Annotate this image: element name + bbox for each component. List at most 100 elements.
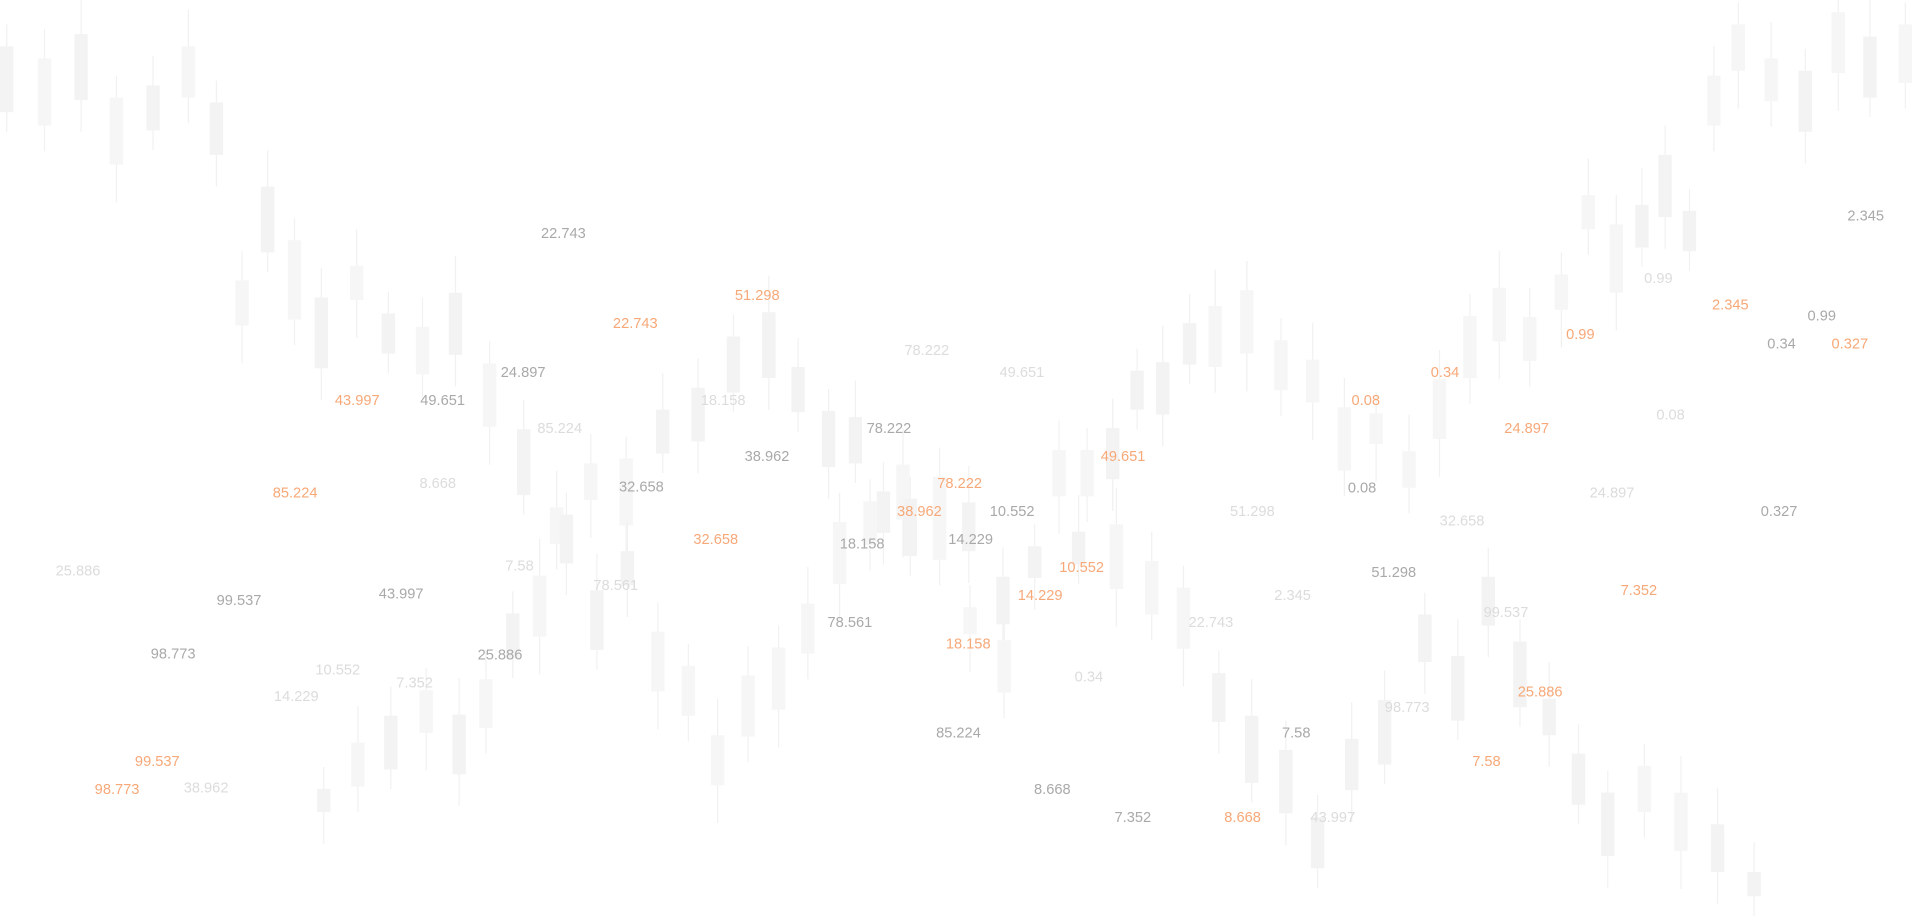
number-label: 7.58 — [505, 557, 534, 575]
number-label: 98.773 — [94, 780, 140, 798]
candlestick — [1245, 679, 1259, 803]
candle-body — [903, 498, 917, 557]
candle-body — [1274, 340, 1288, 391]
candlestick — [1658, 125, 1672, 249]
candle-body — [821, 410, 836, 468]
candle-body — [37, 58, 52, 126]
candlestick — [1274, 318, 1288, 416]
number-label: 7.352 — [1620, 581, 1658, 599]
number-label: 7.58 — [1472, 752, 1501, 770]
number-label: 99.537 — [1483, 603, 1529, 621]
candlestick — [1212, 651, 1226, 754]
candlestick — [1798, 48, 1813, 164]
candle-body — [1731, 24, 1745, 71]
candlestick — [726, 314, 741, 413]
candlestick — [448, 256, 463, 387]
candlestick — [1344, 702, 1359, 822]
number-label: 8.668 — [419, 474, 457, 492]
candle-body — [1418, 614, 1432, 663]
candle-body — [506, 613, 520, 659]
candle-body — [415, 326, 430, 375]
number-label: 38.962 — [744, 447, 790, 465]
candle-body — [762, 312, 776, 379]
candle-body — [1674, 792, 1688, 852]
candle-body — [1609, 224, 1624, 293]
candlestick — [876, 462, 891, 565]
candlestick — [1337, 378, 1352, 497]
candle-body — [741, 675, 755, 737]
candlestick — [1080, 428, 1094, 522]
candlestick — [1240, 260, 1254, 392]
candle-body — [482, 363, 497, 427]
number-label: 98.773 — [150, 645, 196, 663]
candle-body — [1863, 36, 1877, 98]
candlestick — [962, 465, 976, 583]
candle-body — [1764, 58, 1778, 102]
candlestick — [997, 603, 1011, 719]
number-label: 51.298 — [1229, 502, 1275, 520]
candlestick — [287, 218, 302, 346]
candle-body — [1831, 12, 1845, 74]
candlestick — [517, 399, 531, 515]
candle-body — [726, 336, 741, 393]
candle-body — [146, 85, 160, 131]
candle-body — [235, 280, 249, 326]
number-label: 85.224 — [936, 724, 981, 742]
candle-body — [1432, 379, 1447, 439]
number-label: 49.651 — [420, 391, 466, 409]
candlestick — [963, 585, 977, 672]
candlestick — [1747, 842, 1761, 916]
candle-body — [1523, 317, 1537, 361]
candlestick — [479, 649, 493, 754]
candle-body — [260, 186, 275, 253]
number-label: 78.561 — [827, 613, 873, 631]
candle-body — [1145, 560, 1159, 615]
candlestick — [1635, 168, 1649, 268]
number-label: 18.158 — [945, 635, 991, 653]
candle-body — [1747, 871, 1761, 897]
number-label: 14.229 — [1017, 586, 1063, 604]
number-label: 85.224 — [272, 484, 318, 502]
candle-body — [1369, 413, 1383, 444]
candlestick — [691, 358, 705, 474]
candle-body — [1130, 370, 1144, 410]
candle-body — [1481, 576, 1495, 626]
candle-body — [1310, 816, 1325, 869]
candlestick — [482, 341, 497, 465]
candle-body — [1513, 641, 1527, 708]
number-label: 0.34 — [1767, 335, 1796, 353]
candle-body — [1212, 673, 1226, 722]
candle-body — [1080, 449, 1094, 497]
candle-body — [691, 387, 705, 442]
number-label: 7.352 — [1114, 808, 1152, 826]
number-label: 24.897 — [1589, 484, 1635, 502]
candle-body — [351, 742, 365, 787]
number-label: 43.997 — [334, 391, 380, 409]
candle-body — [710, 735, 725, 786]
candlestick — [1898, 2, 1912, 109]
candle-body — [1245, 715, 1259, 783]
candle-body — [181, 46, 196, 98]
candlestick — [415, 297, 430, 400]
number-label: 18.158 — [700, 391, 746, 409]
candle-body — [1542, 698, 1556, 736]
candle-body — [448, 292, 463, 355]
candlestick — [791, 337, 805, 432]
candlestick — [1492, 251, 1506, 380]
candle-body — [1344, 738, 1359, 791]
candle-body — [584, 463, 598, 500]
candlestick — [848, 380, 863, 483]
number-label: 0.08 — [1351, 391, 1380, 409]
candlestick — [1710, 787, 1725, 904]
candle-body — [1635, 204, 1649, 248]
candle-body — [1182, 323, 1197, 365]
candlestick — [1208, 269, 1222, 393]
number-label: 22.743 — [1188, 613, 1234, 631]
candlestick — [74, 0, 88, 132]
candlestick — [832, 492, 847, 622]
candle-body — [559, 514, 574, 564]
number-label: 78.222 — [904, 341, 950, 359]
candlestick — [1130, 348, 1144, 430]
candle-body — [932, 476, 947, 560]
